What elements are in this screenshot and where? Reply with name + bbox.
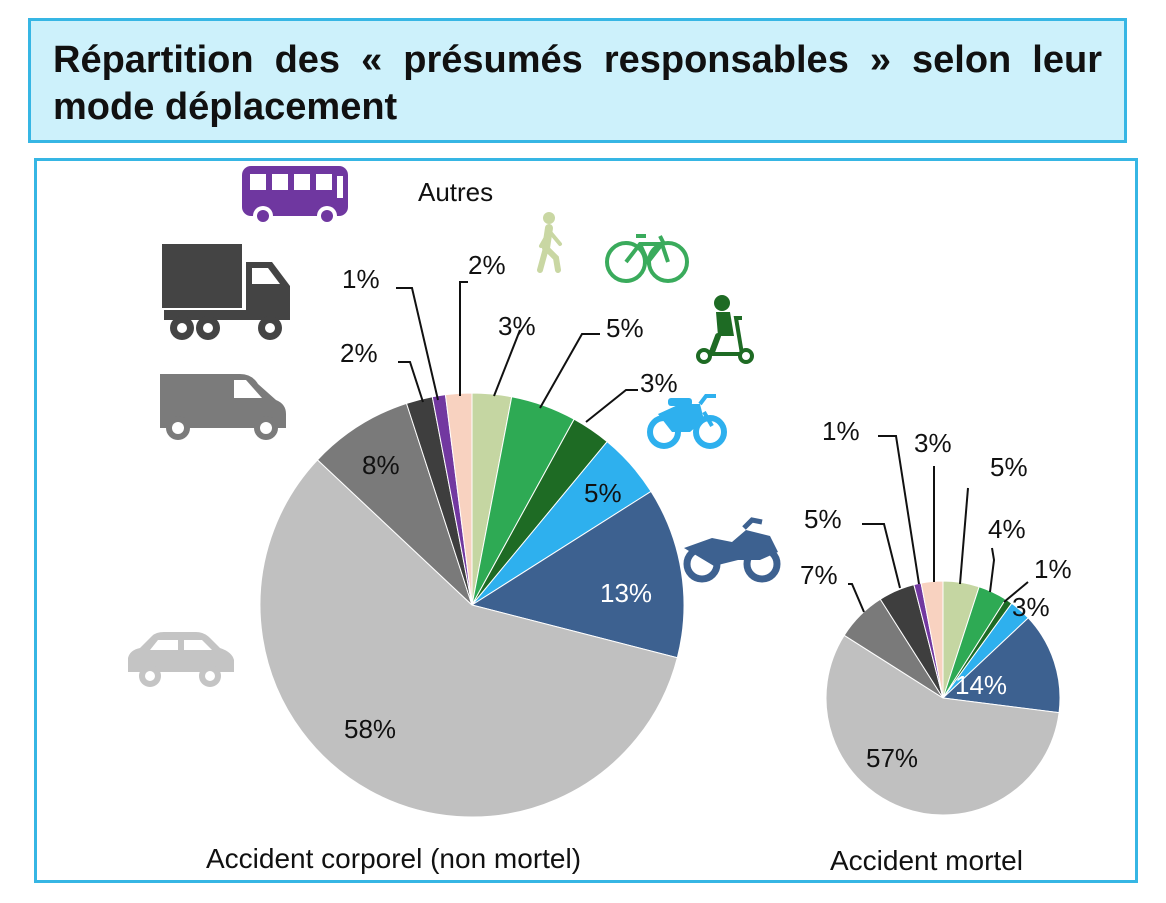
truck-icon	[162, 244, 290, 340]
moped-icon	[647, 394, 727, 449]
pedestrian-icon	[537, 212, 562, 273]
label-car: 58%	[344, 714, 396, 744]
motorcycle-icon	[683, 517, 781, 583]
label-bus: 1%	[342, 264, 380, 294]
label-scooter: 1%	[1034, 554, 1072, 584]
pie-fatal	[825, 580, 1061, 816]
bus-icon	[242, 166, 348, 226]
bicycle-icon	[605, 234, 689, 283]
pie-injury-title: Accident corporel (non mortel)	[206, 843, 581, 874]
label-moped: 3%	[1012, 592, 1050, 622]
title-box: Répartition des « présumés responsables …	[28, 18, 1127, 143]
label-others: 2%	[468, 250, 506, 280]
pie-injury	[259, 392, 685, 818]
van-icon	[160, 374, 286, 440]
scooter-icon	[696, 295, 754, 364]
chart-frame	[34, 158, 1138, 883]
pie-fatal-title: Accident mortel	[830, 845, 1023, 876]
label-motorcycle: 14%	[955, 670, 1007, 700]
label-car: 57%	[866, 743, 918, 773]
label-bicycle: 4%	[988, 514, 1026, 544]
label-pedestrian: 3%	[498, 311, 536, 341]
label-bus: 1%	[822, 416, 860, 446]
pie-slice-voiture	[825, 634, 1060, 816]
car-icon	[128, 632, 234, 687]
label-van: 7%	[800, 560, 838, 590]
label-van: 8%	[362, 450, 400, 480]
label-bicycle: 5%	[606, 313, 644, 343]
page-title: Répartition des « présumés responsables …	[53, 39, 1102, 128]
label-scooter: 3%	[640, 368, 678, 398]
pie-slice-autres	[444, 392, 473, 606]
label-others: 3%	[914, 428, 952, 458]
pie-fatal-labels: 5% 4% 1% 3% 14% 57% 7% 5% 1% 3%	[800, 416, 1072, 773]
pie-slice-autres	[920, 580, 944, 699]
leader-lines	[396, 281, 1029, 613]
label-truck: 5%	[804, 504, 842, 534]
pie-slice-moto	[941, 617, 1061, 714]
label-motorcycle: 13%	[600, 578, 652, 608]
label-truck: 2%	[340, 338, 378, 368]
pie-slice-voiture	[259, 459, 678, 818]
pie-slice-moto	[470, 490, 685, 659]
others-label: Autres	[418, 177, 493, 207]
pie-slice-camionnette	[316, 402, 473, 606]
label-pedestrian: 5%	[990, 452, 1028, 482]
label-moped: 5%	[584, 478, 622, 508]
pie-injury-labels: 3% 5% 3% 5% 13% 58% 8% 2% 1% 2%	[340, 250, 678, 744]
